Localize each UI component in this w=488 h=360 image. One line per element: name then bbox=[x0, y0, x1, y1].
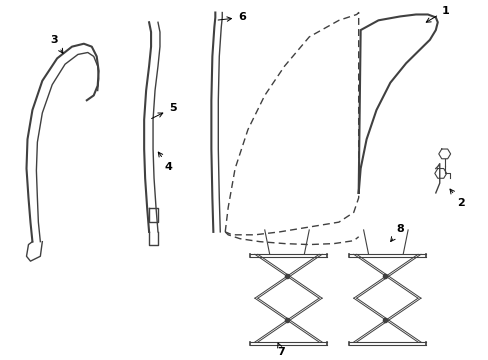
Text: 7: 7 bbox=[277, 343, 285, 357]
Text: 3: 3 bbox=[50, 35, 63, 53]
Text: 8: 8 bbox=[390, 224, 403, 242]
Text: 6: 6 bbox=[218, 12, 245, 22]
Text: 2: 2 bbox=[449, 189, 464, 208]
Text: 1: 1 bbox=[426, 5, 448, 22]
Text: 5: 5 bbox=[151, 103, 176, 118]
Text: 4: 4 bbox=[158, 152, 172, 172]
